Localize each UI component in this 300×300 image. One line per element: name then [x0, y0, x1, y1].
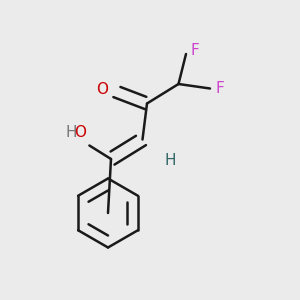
Text: F: F	[190, 43, 199, 58]
Text: H: H	[165, 153, 176, 168]
Text: O: O	[96, 82, 108, 98]
Text: F: F	[215, 81, 224, 96]
Text: O: O	[74, 125, 86, 140]
Text: H: H	[65, 125, 77, 140]
